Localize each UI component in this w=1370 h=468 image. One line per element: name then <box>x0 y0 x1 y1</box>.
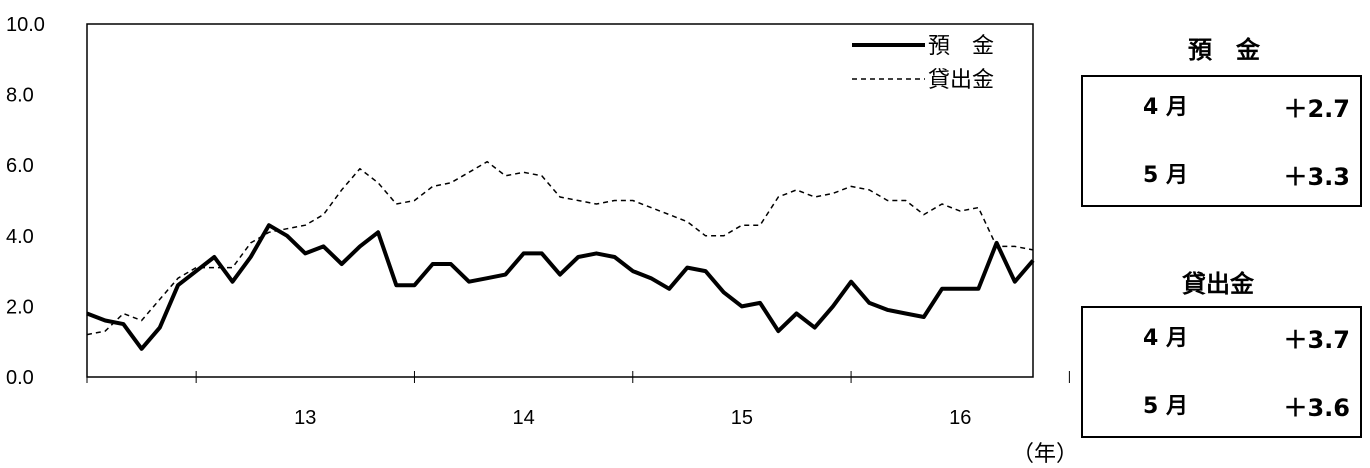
legend-label-deposit: 預 金 <box>928 34 994 59</box>
panel-row: 4 月 ＋3.7 <box>1083 320 1360 360</box>
y-tick-label: 6.0 <box>6 155 34 177</box>
panel-month: 4 月 <box>1143 326 1188 351</box>
panel-row: 5 月 ＋3.6 <box>1083 388 1360 428</box>
x-axis-unit: （年） <box>1012 442 1079 467</box>
y-tick-label: 0.0 <box>6 367 34 389</box>
series-line-deposits <box>86 223 1035 351</box>
legend: 預 金 貸出金 <box>852 34 994 93</box>
panel-value: ＋2.7 <box>1283 95 1350 123</box>
panel-month: 4 月 <box>1143 95 1188 120</box>
line-chart: 0.02.04.06.08.010.0 1314151617 預 金 貸出金 <box>6 14 1070 429</box>
legend-label-loans: 貸出金 <box>928 68 994 93</box>
panel-month: 5 月 <box>1143 163 1188 188</box>
x-tick-label: 14 <box>512 407 534 429</box>
x-tick-label: 15 <box>731 407 753 429</box>
y-tick-label: 2.0 <box>6 296 34 318</box>
y-tick-label: 8.0 <box>6 85 34 107</box>
y-tick-label: 4.0 <box>6 226 34 248</box>
panel-title-deposit: 預 金 <box>1188 36 1260 64</box>
series-line-loans <box>86 160 1034 336</box>
panel-value: ＋3.7 <box>1283 326 1350 354</box>
x-tick-label: 13 <box>294 407 316 429</box>
panel-title-loans: 貸出金 <box>1182 270 1254 298</box>
panel-value: ＋3.3 <box>1283 163 1350 191</box>
panel-row: 4 月 ＋2.7 <box>1083 89 1360 129</box>
x-tick-label: 16 <box>949 407 971 429</box>
panel-box-loans: 4 月 ＋3.7 5 月 ＋3.6 <box>1081 306 1362 438</box>
panel-box-deposit: 4 月 ＋2.7 5 月 ＋3.3 <box>1081 75 1362 207</box>
panel-row: 5 月 ＋3.3 <box>1083 157 1360 197</box>
plot-area <box>86 23 1034 378</box>
panel-month: 5 月 <box>1143 394 1188 419</box>
y-tick-label: 10.0 <box>6 14 45 36</box>
panel-value: ＋3.6 <box>1283 394 1350 422</box>
